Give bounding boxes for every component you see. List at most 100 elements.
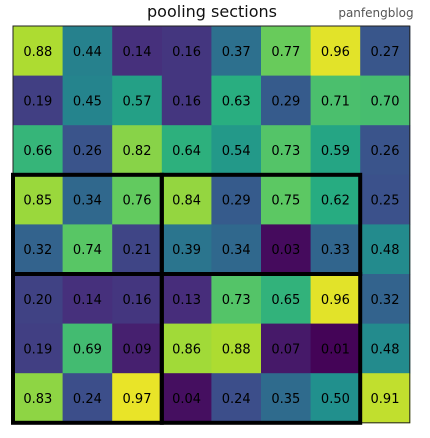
heatmap-cell-r1-c1 bbox=[62, 75, 113, 126]
cell-value-r7-c7: 0.91 bbox=[371, 392, 400, 407]
heatmap-cell-r4-c3 bbox=[161, 224, 212, 275]
cell-value-r6-c6: 0.01 bbox=[321, 342, 350, 357]
heatmap-cell-r6-c7 bbox=[360, 323, 411, 374]
watermark: panfengblog bbox=[338, 6, 413, 20]
heatmap-cells bbox=[13, 26, 411, 424]
heatmap-cell-r6-c4 bbox=[211, 323, 262, 374]
cell-value-r4-c7: 0.48 bbox=[371, 243, 400, 258]
heatmap-cell-r5-c0 bbox=[13, 274, 64, 325]
cell-value-r3-c6: 0.62 bbox=[321, 194, 350, 209]
cell-value-r6-c1: 0.69 bbox=[73, 342, 102, 357]
heatmap-cell-r4-c2 bbox=[112, 224, 163, 275]
cell-value-r1-c3: 0.16 bbox=[172, 94, 201, 109]
cell-value-r1-c5: 0.29 bbox=[271, 94, 300, 109]
cell-value-r5-c5: 0.65 bbox=[271, 293, 300, 308]
heatmap-cell-r2-c7 bbox=[360, 125, 411, 176]
cell-value-r5-c3: 0.13 bbox=[172, 293, 201, 308]
cell-value-r6-c0: 0.19 bbox=[23, 342, 52, 357]
heatmap-cell-r2-c3 bbox=[161, 125, 212, 176]
cell-value-r4-c6: 0.33 bbox=[321, 243, 350, 258]
heatmap-cell-r7-c4 bbox=[211, 373, 262, 424]
heatmap-cell-r0-c1 bbox=[62, 26, 113, 77]
cell-value-r1-c7: 0.70 bbox=[371, 94, 400, 109]
heatmap-cell-r4-c6 bbox=[310, 224, 361, 275]
cell-value-r3-c3: 0.84 bbox=[172, 194, 201, 209]
cell-value-r0-c6: 0.96 bbox=[321, 45, 350, 60]
cell-value-r7-c6: 0.50 bbox=[321, 392, 350, 407]
heatmap-cell-r6-c2 bbox=[112, 323, 163, 374]
cell-value-r2-c1: 0.26 bbox=[73, 144, 102, 159]
cell-value-r0-c0: 0.88 bbox=[23, 45, 52, 60]
heatmap-labels: 0.88 0.44 0.14 0.16 0.37 0.77 0.96 0.27 0.19 0.45… bbox=[23, 45, 399, 407]
cell-value-r6-c7: 0.48 bbox=[371, 342, 400, 357]
heatmap-cell-r2-c0 bbox=[13, 125, 64, 176]
heatmap-cell-r7-c2 bbox=[112, 373, 163, 424]
cell-value-r7-c1: 0.24 bbox=[73, 392, 102, 407]
cell-value-r6-c5: 0.07 bbox=[271, 342, 300, 357]
cell-value-r4-c3: 0.39 bbox=[172, 243, 201, 258]
cell-value-r2-c5: 0.73 bbox=[271, 144, 300, 159]
heatmap-cell-r0-c2 bbox=[112, 26, 163, 77]
cell-value-r7-c2: 0.97 bbox=[123, 392, 152, 407]
cell-value-r0-c1: 0.44 bbox=[73, 45, 102, 60]
heatmap-cell-r7-c6 bbox=[310, 373, 361, 424]
cell-value-r5-c6: 0.96 bbox=[321, 293, 350, 308]
cell-value-r5-c4: 0.73 bbox=[222, 293, 251, 308]
cell-value-r3-c2: 0.76 bbox=[123, 194, 152, 209]
cell-value-r3-c5: 0.75 bbox=[271, 194, 300, 209]
pooling-sections bbox=[11, 172, 363, 425]
heatmap-cell-r6-c1 bbox=[62, 323, 113, 374]
cell-value-r6-c4: 0.88 bbox=[222, 342, 251, 357]
cell-value-r5-c0: 0.20 bbox=[23, 293, 52, 308]
cell-value-r1-c1: 0.45 bbox=[73, 94, 102, 109]
cell-value-r7-c3: 0.04 bbox=[172, 392, 201, 407]
cell-value-r1-c6: 0.71 bbox=[321, 94, 350, 109]
heatmap-cell-r0-c7 bbox=[360, 26, 411, 77]
chart-title: pooling sections bbox=[147, 2, 277, 21]
heatmap-cell-r7-c3 bbox=[161, 373, 212, 424]
heatmap-cell-r5-c3 bbox=[161, 274, 212, 325]
cell-value-r0-c3: 0.16 bbox=[172, 45, 201, 60]
cell-value-r4-c1: 0.74 bbox=[73, 243, 102, 258]
heatmap-cell-r1-c6 bbox=[310, 75, 361, 126]
heatmap-cell-r4-c7 bbox=[360, 224, 411, 275]
heatmap-cell-r2-c4 bbox=[211, 125, 262, 176]
cell-value-r5-c2: 0.16 bbox=[123, 293, 152, 308]
heatmap-cell-r3-c3 bbox=[161, 174, 212, 225]
heatmap-cell-r5-c2 bbox=[112, 274, 163, 325]
cell-value-r2-c7: 0.26 bbox=[371, 144, 400, 159]
heatmap-cell-r2-c1 bbox=[62, 125, 113, 176]
heatmap-cell-r5-c1 bbox=[62, 274, 113, 325]
cell-value-r2-c6: 0.59 bbox=[321, 144, 350, 159]
heatmap-cell-r6-c0 bbox=[13, 323, 64, 374]
cell-value-r3-c0: 0.85 bbox=[23, 194, 52, 209]
heatmap-cell-r3-c6 bbox=[310, 174, 361, 225]
cell-value-r2-c2: 0.82 bbox=[123, 144, 152, 159]
heatmap-cell-r2-c5 bbox=[261, 125, 312, 176]
heatmap-cell-r7-c7 bbox=[360, 373, 411, 424]
heatmap-cell-r5-c5 bbox=[261, 274, 312, 325]
cell-value-r4-c4: 0.34 bbox=[222, 243, 251, 258]
heatmap-cell-r3-c7 bbox=[360, 174, 411, 225]
cell-value-r1-c0: 0.19 bbox=[23, 94, 52, 109]
heatmap-cell-r5-c4 bbox=[211, 274, 262, 325]
cell-value-r4-c0: 0.32 bbox=[23, 243, 52, 258]
heatmap-cell-r0-c6 bbox=[310, 26, 361, 77]
cell-value-r2-c3: 0.64 bbox=[172, 144, 201, 159]
heatmap-cell-r6-c3 bbox=[161, 323, 212, 374]
cell-value-r3-c7: 0.25 bbox=[371, 194, 400, 209]
cell-value-r3-c1: 0.34 bbox=[73, 194, 102, 209]
heatmap-cell-r1-c5 bbox=[261, 75, 312, 126]
heatmap-cell-r5-c6 bbox=[310, 274, 361, 325]
heatmap-cell-r2-c2 bbox=[112, 125, 163, 176]
heatmap-cell-r2-c6 bbox=[310, 125, 361, 176]
cell-value-r7-c0: 0.83 bbox=[23, 392, 52, 407]
heatmap-cell-r4-c5 bbox=[261, 224, 312, 275]
cell-value-r7-c4: 0.24 bbox=[222, 392, 251, 407]
heatmap-cell-r7-c0 bbox=[13, 373, 64, 424]
heatmap-cell-r4-c1 bbox=[62, 224, 113, 275]
cell-value-r0-c4: 0.37 bbox=[222, 45, 251, 60]
heatmap-cell-r7-c5 bbox=[261, 373, 312, 424]
cell-value-r4-c5: 0.03 bbox=[271, 243, 300, 258]
